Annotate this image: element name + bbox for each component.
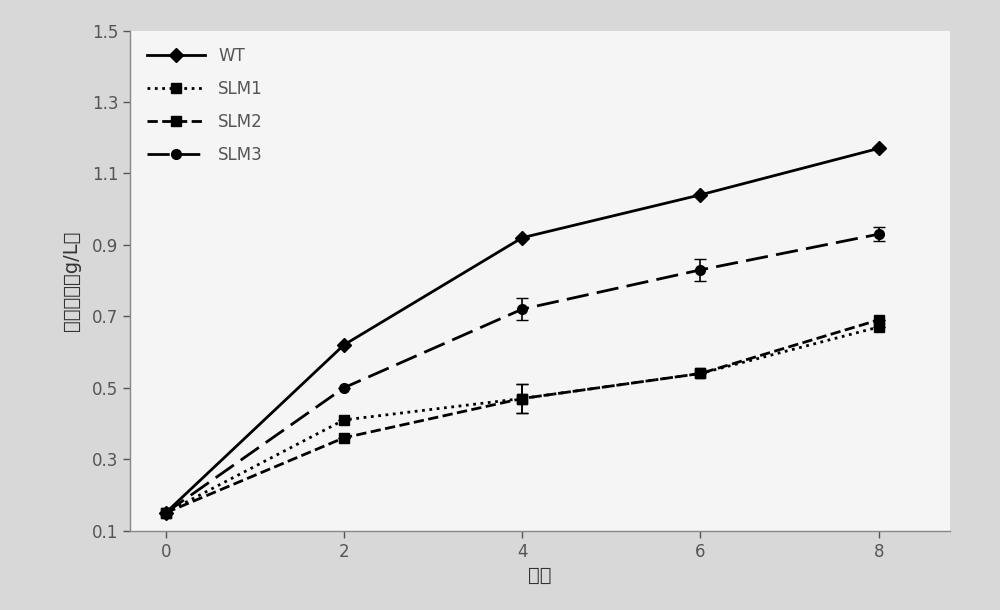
Y-axis label: 干重浓度（g/L）: 干重浓度（g/L） (62, 231, 81, 331)
WT (694, 191, 706, 198)
WT (338, 341, 350, 348)
SLM1 (338, 416, 350, 423)
SLM3 (160, 509, 172, 517)
SLM2 (694, 370, 706, 377)
Line: WT: WT (161, 143, 884, 518)
X-axis label: 天数: 天数 (528, 566, 552, 585)
Line: SLM3: SLM3 (161, 229, 884, 518)
SLM3 (338, 384, 350, 392)
SLM3 (516, 306, 528, 313)
SLM1 (694, 370, 706, 377)
WT (873, 145, 885, 152)
SLM2 (873, 316, 885, 323)
SLM2 (516, 395, 528, 402)
WT (516, 234, 528, 242)
SLM3 (873, 231, 885, 238)
SLM1 (516, 395, 528, 402)
SLM2 (160, 509, 172, 517)
SLM1 (160, 509, 172, 517)
Line: SLM2: SLM2 (161, 315, 884, 518)
WT (160, 509, 172, 517)
Legend: WT, SLM1, SLM2, SLM3: WT, SLM1, SLM2, SLM3 (138, 39, 271, 173)
SLM1 (873, 323, 885, 331)
SLM3 (694, 266, 706, 273)
SLM2 (338, 434, 350, 442)
Line: SLM1: SLM1 (161, 322, 884, 518)
